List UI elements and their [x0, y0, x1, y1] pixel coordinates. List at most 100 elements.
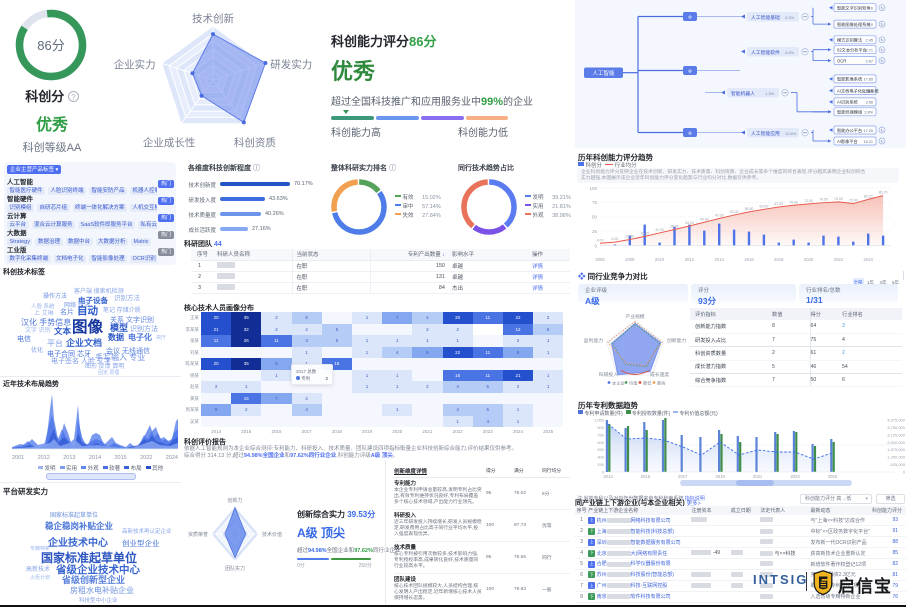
svg-text:34.00: 34.00: [685, 221, 694, 225]
svg-text:资质荣誉: 资质荣誉: [188, 531, 208, 538]
svg-text:2,500,000: 2,500,000: [887, 440, 906, 445]
svg-text:0: 0: [903, 470, 906, 475]
svg-text:02文本分析平台: 02文本分析平台: [837, 47, 867, 54]
svg-text:12.6%: 12.6%: [785, 131, 797, 136]
svg-text:本企业: 本企业: [612, 380, 625, 387]
svg-text:人工智能基础: 人工智能基础: [751, 14, 780, 21]
svg-text:625,000: 625,000: [891, 462, 906, 467]
svg-text:2013: 2013: [603, 474, 613, 479]
svg-text:智能图像处理系统: 智能图像处理系统: [837, 21, 871, 28]
svg-text:智能终端模组: 智能终端模组: [837, 109, 862, 116]
svg-text:盈利能力: 盈利能力: [584, 337, 603, 344]
svg-text:1,875,000: 1,875,000: [887, 447, 906, 452]
svg-text:2019: 2019: [716, 474, 726, 479]
svg-text:科创资质: 科创资质: [234, 136, 276, 149]
svg-text:2022: 2022: [834, 257, 844, 262]
svg-text:2006: 2006: [595, 257, 605, 262]
svg-text:↻: ↻: [880, 139, 883, 144]
svg-text:↻: ↻: [880, 38, 883, 43]
svg-text:技术价值: 技术价值: [262, 531, 282, 538]
svg-text:均值: 均值: [629, 380, 637, 387]
svg-text:AI文档电子化处理系统: AI文档电子化处理系统: [837, 87, 879, 94]
svg-text:科研投入: 科研投入: [599, 371, 618, 378]
svg-text:67.00: 67.00: [774, 202, 783, 206]
svg-text:4,375,000: 4,375,000: [887, 418, 906, 423]
svg-text:⊕: ⊕: [688, 14, 692, 19]
svg-text:研发实力: 研发实力: [270, 58, 312, 71]
svg-text:⊕: ⊕: [688, 68, 692, 73]
svg-text:58.50: 58.50: [745, 207, 754, 211]
svg-text:3.82: 3.82: [866, 89, 873, 93]
svg-text:80.20: 80.20: [864, 194, 873, 198]
svg-text:人工智能: 人工智能: [592, 69, 615, 77]
svg-text:2025: 2025: [828, 474, 838, 479]
svg-text:1.3%: 1.3%: [765, 91, 775, 96]
svg-text:4.00: 4.00: [597, 238, 604, 242]
svg-text:2018: 2018: [774, 257, 784, 262]
svg-text:6.00: 6.00: [611, 237, 618, 241]
svg-text:2021: 2021: [753, 474, 763, 479]
svg-text:智能办公平台: 智能办公平台: [837, 127, 862, 134]
svg-text:技术创新: 技术创新: [192, 12, 234, 25]
svg-text:16.00: 16.00: [640, 231, 649, 235]
svg-text:↻: ↻: [880, 48, 883, 53]
svg-text:22.00: 22.00: [655, 228, 664, 232]
svg-text:750: 750: [597, 432, 604, 437]
svg-text:300: 300: [597, 455, 604, 460]
svg-text:最低: 最低: [643, 380, 652, 387]
svg-text:2.67: 2.67: [866, 59, 873, 63]
svg-text:4.6: 4.6: [868, 7, 873, 11]
svg-text:17.85: 17.85: [863, 78, 873, 82]
svg-text:47.00: 47.00: [715, 214, 724, 218]
svg-text:74.50: 74.50: [819, 198, 828, 202]
svg-text:↻: ↻: [880, 6, 883, 11]
svg-text:2017: 2017: [678, 474, 688, 479]
svg-text:AI识别系统: AI识别系统: [837, 99, 858, 106]
svg-text:3,750,000: 3,750,000: [887, 425, 906, 430]
svg-text:17.25: 17.25: [863, 129, 873, 133]
svg-text:人工智能应用: 人工智能应用: [751, 130, 780, 137]
svg-text:100: 100: [589, 186, 597, 191]
svg-text:70.00: 70.00: [789, 200, 798, 204]
svg-text:2014: 2014: [715, 257, 725, 262]
svg-text:75: 75: [592, 200, 598, 205]
svg-text:150: 150: [597, 462, 604, 467]
svg-text:15.21: 15.21: [863, 140, 873, 144]
svg-text:人工智能软件: 人工智能软件: [751, 49, 780, 56]
svg-text:86.70: 86.70: [879, 191, 888, 195]
svg-text:2023: 2023: [790, 474, 800, 479]
svg-text:10.50: 10.50: [625, 235, 634, 239]
svg-text:450: 450: [597, 447, 604, 452]
svg-text:600: 600: [597, 440, 604, 445]
svg-text:4.2%: 4.2%: [785, 15, 795, 20]
svg-text:50: 50: [592, 215, 598, 220]
svg-text:28.00: 28.00: [670, 224, 679, 228]
svg-text:↻: ↻: [880, 22, 883, 27]
svg-text:2008: 2008: [625, 257, 635, 262]
svg-text:0: 0: [594, 243, 597, 248]
svg-text:63.00: 63.00: [760, 204, 769, 208]
svg-text:创新能力: 创新能力: [667, 337, 686, 344]
svg-text:2010: 2010: [655, 257, 665, 262]
svg-text:900: 900: [597, 425, 604, 430]
svg-text:53.00: 53.00: [730, 210, 739, 214]
svg-text:2.8%: 2.8%: [864, 111, 873, 115]
svg-text:AI影像平台: AI影像平台: [837, 138, 858, 145]
svg-text:0: 0: [602, 470, 605, 475]
svg-text:成长速度: 成长速度: [650, 371, 669, 378]
svg-text:40.50: 40.50: [700, 217, 709, 221]
svg-text:2012: 2012: [685, 257, 695, 262]
svg-text:4.6%: 4.6%: [785, 50, 795, 55]
svg-text:3.56: 3.56: [866, 101, 873, 105]
svg-text:4.0: 4.0: [868, 23, 873, 27]
svg-text:模式识别算法: 模式识别算法: [837, 37, 862, 44]
svg-text:2020: 2020: [804, 257, 814, 262]
svg-text:产业规模: 产业规模: [625, 313, 644, 320]
svg-text:↻: ↻: [880, 128, 883, 133]
svg-text:2016: 2016: [744, 257, 754, 262]
svg-text:↻: ↻: [880, 58, 883, 63]
svg-text:25: 25: [592, 229, 598, 234]
svg-text:企业成长性: 企业成长性: [143, 136, 196, 149]
svg-text:1,250,000: 1,250,000: [887, 455, 906, 460]
svg-text:企业实力: 企业实力: [114, 58, 156, 71]
